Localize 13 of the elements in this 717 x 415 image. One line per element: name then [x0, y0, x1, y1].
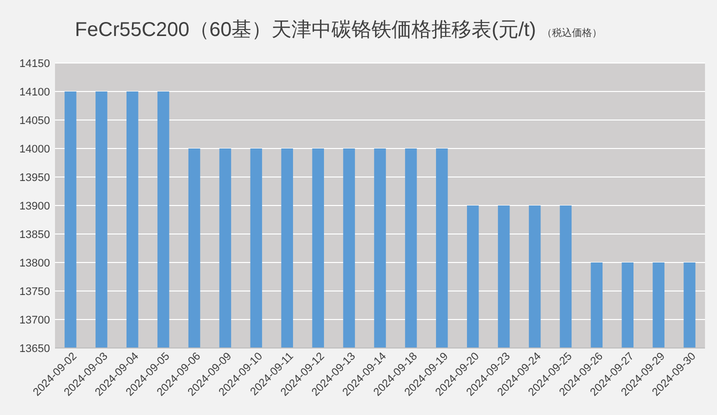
y-tick-label: 13800 — [19, 257, 50, 270]
y-tick-label: 13850 — [19, 228, 50, 241]
y-tick-label: 13900 — [19, 200, 50, 212]
y-tick-label: 13650 — [19, 342, 50, 355]
y-tick-label: 13700 — [19, 314, 50, 326]
y-tick-label: 14100 — [19, 86, 50, 98]
y-tick-label: 14000 — [19, 143, 50, 156]
y-tick-label: 13950 — [19, 172, 50, 184]
y-tick-label: 14150 — [19, 58, 50, 70]
chart-subtitle: （税込価格） — [542, 27, 602, 39]
chart-title: FeCr55C200（60基）天津中碳铬铁価格推移表(元/t) — [74, 19, 536, 41]
y-tick-label: 14050 — [19, 114, 50, 127]
y-tick-label: 13750 — [19, 286, 50, 298]
